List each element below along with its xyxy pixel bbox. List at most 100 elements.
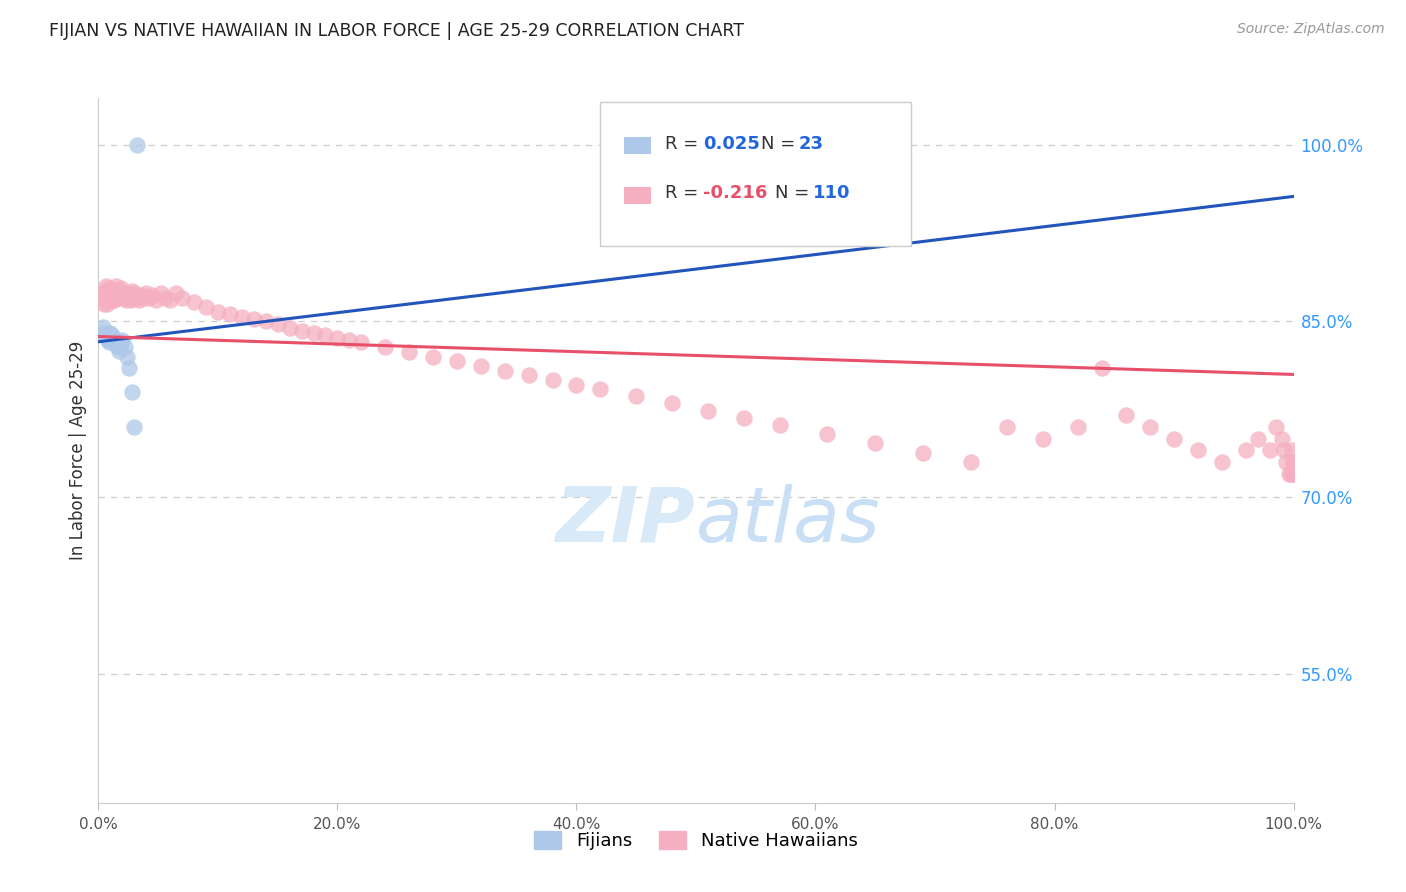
Point [98,288,121,302]
Point [1281,443,1303,458]
Point [1272,443,1295,458]
Point [302,326,325,340]
Text: atlas: atlas [696,484,880,558]
Point [195,300,218,314]
Point [97,333,120,347]
Point [1275,455,1298,469]
Point [93,326,115,340]
Point [219,307,242,321]
Point [97,285,120,299]
Point [115,293,138,307]
Point [267,317,290,331]
Point [125,291,148,305]
Point [100,293,122,307]
Point [132,291,155,305]
Point [374,340,396,354]
Point [995,420,1018,434]
Point [108,338,131,352]
Point [91,320,114,334]
Point [96,291,118,305]
Y-axis label: In Labor Force | Age 25-29: In Labor Force | Age 25-29 [69,341,87,560]
Point [911,446,934,460]
Point [398,344,420,359]
Point [96,296,118,310]
Point [183,295,205,310]
Point [111,286,134,301]
Point [494,363,516,377]
Text: 23: 23 [799,135,824,153]
Point [128,293,150,307]
Point [110,281,132,295]
Point [103,332,125,346]
Point [155,291,177,305]
Point [339,333,361,347]
Point [98,284,122,298]
FancyBboxPatch shape [624,137,651,154]
Point [960,455,983,469]
Point [103,293,125,307]
Text: R =: R = [665,135,704,153]
Point [105,291,128,305]
Point [159,293,181,307]
Point [254,314,277,328]
Point [135,286,157,301]
Point [104,284,127,298]
Point [207,305,229,319]
Text: FIJIAN VS NATIVE HAWAIIAN IN LABOR FORCE | AGE 25-29 CORRELATION CHART: FIJIAN VS NATIVE HAWAIIAN IN LABOR FORCE… [49,22,744,40]
Point [112,291,135,305]
Text: -0.216: -0.216 [703,185,768,202]
Point [125,138,148,153]
Point [1032,432,1054,446]
Point [94,291,117,305]
Point [172,291,194,305]
Text: N =: N = [775,185,815,202]
Point [93,296,115,310]
Point [104,334,127,349]
Point [231,310,253,324]
Point [1211,455,1233,469]
Point [326,331,349,345]
Point [1234,443,1257,458]
Point [446,354,468,368]
Point [107,340,129,354]
Text: ZIP: ZIP [557,484,696,558]
Point [661,396,683,410]
Point [1091,361,1114,376]
Point [111,333,134,347]
Point [1282,455,1305,469]
Point [105,279,128,293]
Point [422,350,444,364]
FancyBboxPatch shape [624,186,651,204]
Text: R =: R = [665,185,704,202]
Point [768,417,790,432]
Point [98,326,122,340]
Point [1187,443,1209,458]
Point [291,324,314,338]
Point [1282,467,1305,481]
Point [118,288,141,302]
Point [565,377,588,392]
Point [815,427,838,442]
Point [124,286,146,301]
Point [105,338,128,352]
Text: N =: N = [761,135,800,153]
Point [118,361,141,376]
Point [1139,420,1161,434]
Point [1247,432,1270,446]
Point [138,291,160,305]
Point [100,328,122,343]
Point [121,284,143,298]
Point [115,286,138,301]
Point [1281,455,1303,469]
Point [93,285,115,299]
Point [94,328,117,343]
Text: Source: ZipAtlas.com: Source: ZipAtlas.com [1237,22,1385,37]
Point [350,335,373,350]
Point [98,335,121,350]
Point [517,368,540,383]
Point [131,288,153,302]
Point [94,279,117,293]
Point [541,373,564,387]
Point [865,436,887,450]
Point [101,284,124,298]
